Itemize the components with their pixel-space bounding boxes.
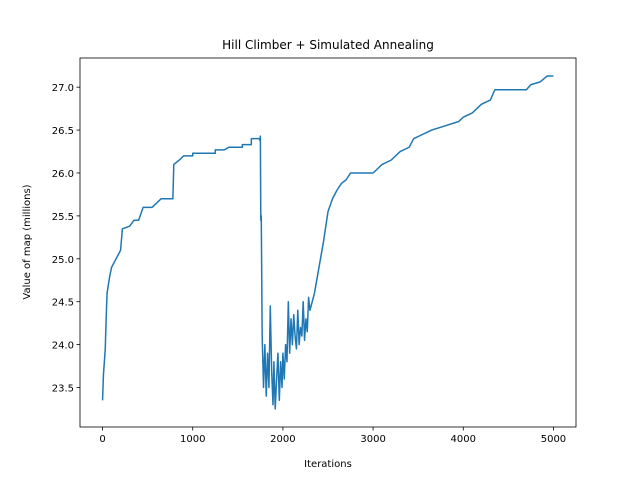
y-tick-label: 25.0: [52, 255, 74, 266]
x-tick-label: 2000: [270, 434, 295, 445]
y-axis-label: Value of map (millions): [22, 184, 33, 299]
y-tick-label: 25.5: [52, 212, 74, 223]
axes-frame: [79, 57, 577, 428]
y-tick-label: 26.0: [52, 169, 74, 180]
y-tick-label: 27.0: [52, 83, 74, 94]
y-tick-label: 24.0: [52, 341, 74, 352]
chart-title: Hill Climber + Simulated Annealing: [222, 38, 434, 52]
x-axis-label: Iterations: [304, 459, 352, 470]
x-tick-label: 3000: [360, 434, 385, 445]
x-tick-label: 4000: [451, 434, 476, 445]
y-tick-label: 24.5: [52, 298, 74, 309]
x-tick-label: 5000: [541, 434, 566, 445]
x-tick-label: 1000: [180, 434, 205, 445]
y-tick-label: 23.5: [52, 384, 74, 395]
y-tick-label: 26.5: [52, 126, 74, 137]
data-line: [101, 75, 554, 410]
x-tick-label: 0: [99, 434, 105, 445]
